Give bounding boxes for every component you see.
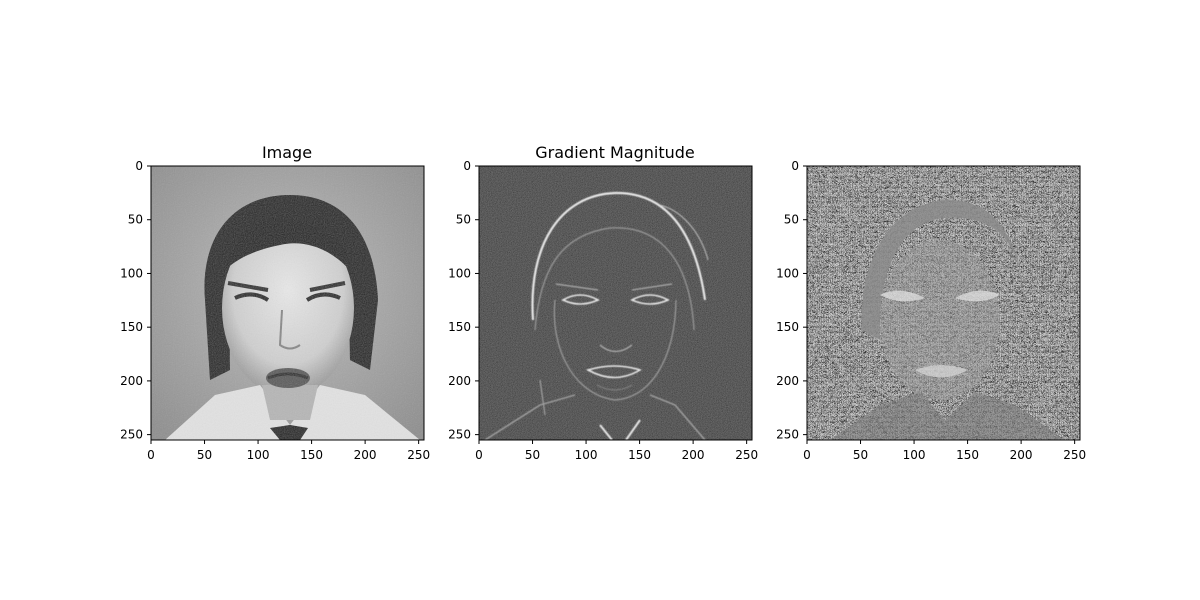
image-raster — [151, 166, 424, 440]
x-tick-label: 0 — [147, 448, 155, 462]
y-tick-label: 200 — [448, 374, 471, 388]
panel-title: Image — [262, 143, 312, 162]
y-tick-label: 50 — [128, 213, 143, 227]
x-tick-label: 200 — [1010, 448, 1033, 462]
x-tick-label: 100 — [575, 448, 598, 462]
x-tick-label: 100 — [903, 448, 926, 462]
image-raster — [479, 166, 752, 440]
y-axis: 0 50 100 150 200 250 — [776, 159, 807, 442]
x-tick-label: 150 — [956, 448, 979, 462]
x-tick-label: 0 — [803, 448, 811, 462]
y-tick-label: 100 — [448, 266, 471, 280]
x-tick-label: 200 — [354, 448, 377, 462]
y-tick-label: 0 — [463, 159, 471, 173]
axes-frame — [150, 165, 425, 441]
panel-gradient-direction: 0 50 100 150 200 250 0 50 100 150 200 250 — [776, 159, 1086, 462]
image-raster — [807, 166, 1080, 440]
y-tick-label: 150 — [776, 320, 799, 334]
panel-title: Gradient Magnitude — [535, 143, 695, 162]
x-tick-label: 250 — [1063, 448, 1086, 462]
x-tick-label: 0 — [475, 448, 483, 462]
x-axis: 0 50 100 150 200 250 — [147, 440, 430, 462]
y-tick-label: 50 — [456, 213, 471, 227]
x-tick-label: 50 — [197, 448, 212, 462]
y-tick-label: 50 — [784, 213, 799, 227]
panel-image: Image — [120, 143, 430, 462]
x-tick-label: 150 — [300, 448, 323, 462]
y-tick-label: 200 — [120, 374, 143, 388]
x-tick-label: 250 — [407, 448, 430, 462]
x-axis: 0 50 100 150 200 250 — [475, 440, 758, 462]
y-tick-label: 200 — [776, 374, 799, 388]
x-tick-label: 50 — [525, 448, 540, 462]
y-tick-label: 100 — [776, 266, 799, 280]
axes-frame — [478, 165, 753, 441]
x-axis: 0 50 100 150 200 250 — [803, 440, 1086, 462]
y-tick-label: 0 — [135, 159, 143, 173]
y-tick-label: 0 — [791, 159, 799, 173]
axes-frame — [806, 165, 1081, 441]
y-axis: 0 50 100 150 200 250 — [120, 159, 151, 442]
x-tick-label: 50 — [853, 448, 868, 462]
x-tick-label: 150 — [628, 448, 651, 462]
y-tick-label: 150 — [120, 320, 143, 334]
y-axis: 0 50 100 150 200 250 — [448, 159, 479, 442]
panel-gradient-magnitude: Gradient Magnitude — [448, 143, 758, 462]
y-tick-label: 250 — [776, 428, 799, 442]
x-tick-label: 100 — [247, 448, 270, 462]
y-tick-label: 100 — [120, 266, 143, 280]
y-tick-label: 150 — [448, 320, 471, 334]
x-tick-label: 200 — [682, 448, 705, 462]
y-tick-label: 250 — [448, 428, 471, 442]
y-tick-label: 250 — [120, 428, 143, 442]
x-tick-label: 250 — [735, 448, 758, 462]
